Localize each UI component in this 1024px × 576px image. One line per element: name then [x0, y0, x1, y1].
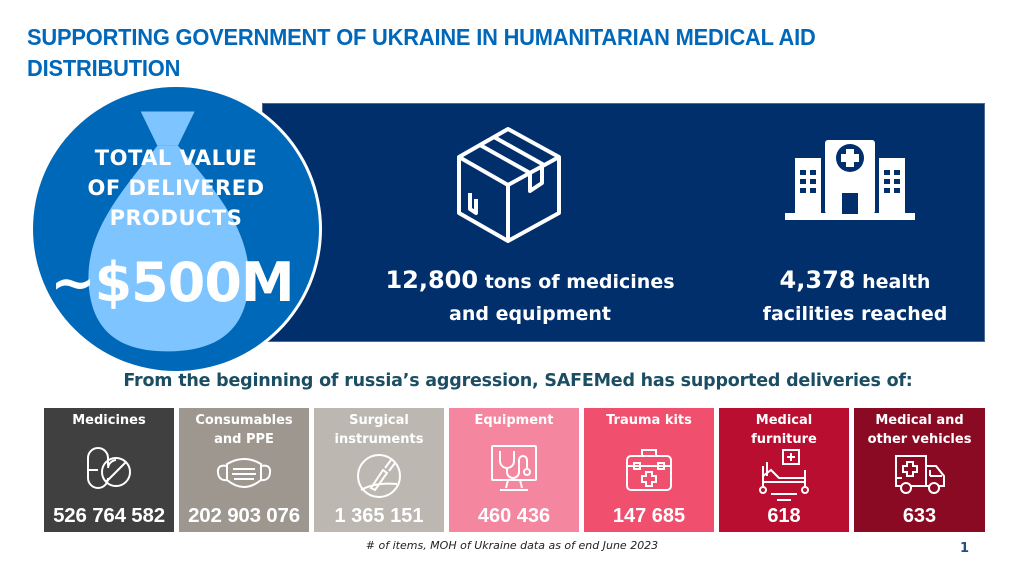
- ambulance-icon: [894, 455, 945, 494]
- category-value: 460 436: [477, 505, 551, 527]
- first-aid-kit-icon: [626, 449, 672, 491]
- face-mask-icon: [216, 458, 272, 488]
- deliveries-subtitle: From the beginning of russia’s aggressio…: [123, 371, 913, 391]
- category-tile-medicines: Medicines 526 764 582: [44, 408, 174, 532]
- monitor-stethoscope-icon: [491, 445, 537, 491]
- hospital-bed-icon: [759, 449, 809, 501]
- page-title: SUPPORTING GOVERNMENT OF UKRAINE IN HUMA…: [27, 24, 816, 81]
- total-value-circle: TOTAL VALUE OF DELIVERED PRODUCTS ~$500M: [30, 84, 322, 374]
- category-tile-surgical-instruments: Surgical instruments 1 365 151: [314, 408, 444, 532]
- stat-text-line: tons of medicines: [484, 271, 675, 293]
- category-tile-trauma-kits: Trauma kits 147 685: [584, 408, 714, 532]
- stat-number: 4,378: [779, 266, 856, 294]
- category-label: Medical furniture: [719, 411, 849, 449]
- scalpel-icon: [357, 454, 401, 498]
- category-label: Consumables and PPE: [179, 411, 309, 449]
- total-value-amount: ~$500M: [50, 251, 294, 314]
- category-tile-vehicles: Medical and other vehicles 633: [854, 408, 985, 532]
- label-line: PRODUCTS: [109, 206, 243, 230]
- category-tile-equipment: Equipment 460 436: [449, 408, 579, 532]
- category-value: 147 685: [612, 505, 686, 527]
- category-value: 633: [902, 505, 937, 527]
- category-label: Medical and other vehicles: [854, 411, 985, 449]
- page-number: 1: [960, 541, 970, 556]
- money-bag-icon: [88, 111, 249, 352]
- stat-number: 12,800: [385, 266, 479, 294]
- label-line: Consumables: [195, 413, 293, 428]
- label-line: Medical and: [875, 413, 964, 428]
- label-line: other vehicles: [867, 432, 972, 447]
- stat-text-line: health: [862, 271, 931, 293]
- category-label: Trauma kits: [584, 411, 714, 430]
- total-value-label: TOTAL VALUE OF DELIVERED PRODUCTS: [33, 143, 319, 233]
- delivery-categories: Medicines 526 764 582 Consumables and PP…: [44, 408, 985, 532]
- category-label: Equipment: [449, 411, 579, 430]
- category-value: 526 764 582: [53, 504, 165, 527]
- label-line: TOTAL VALUE: [94, 146, 258, 170]
- package-box-icon: [457, 127, 561, 243]
- category-value: 1 365 151: [334, 505, 424, 527]
- hospital-icon: [785, 140, 915, 220]
- stat-text-line: and equipment: [449, 303, 611, 325]
- stat-tons: 12,800 tons of medicines and equipment: [340, 264, 720, 330]
- label-line: and PPE: [214, 432, 274, 447]
- label-line: OF DELIVERED: [87, 176, 265, 200]
- category-value: 618: [767, 505, 801, 527]
- category-tile-medical-furniture: Medical furniture 618: [719, 408, 849, 532]
- pills-icon: [87, 447, 131, 489]
- label-line: Equipment: [474, 413, 554, 428]
- label-line: Medicines: [72, 413, 146, 428]
- label-line: Medical: [755, 413, 813, 428]
- stat-text-line: facilities reached: [762, 303, 948, 325]
- category-value: 202 903 076: [188, 504, 300, 527]
- label-line: Surgical: [349, 413, 409, 428]
- label-line: furniture: [751, 432, 817, 447]
- category-tile-consumables-ppe: Consumables and PPE 202 903 076: [179, 408, 309, 532]
- label-line: Trauma kits: [606, 413, 692, 428]
- category-label: Surgical instruments: [314, 411, 444, 449]
- stat-facilities: 4,378 health facilities reached: [730, 264, 980, 330]
- footnote: # of items, MOH of Ukraine data as of en…: [365, 539, 659, 552]
- label-line: instruments: [334, 432, 424, 447]
- category-label: Medicines: [44, 411, 174, 430]
